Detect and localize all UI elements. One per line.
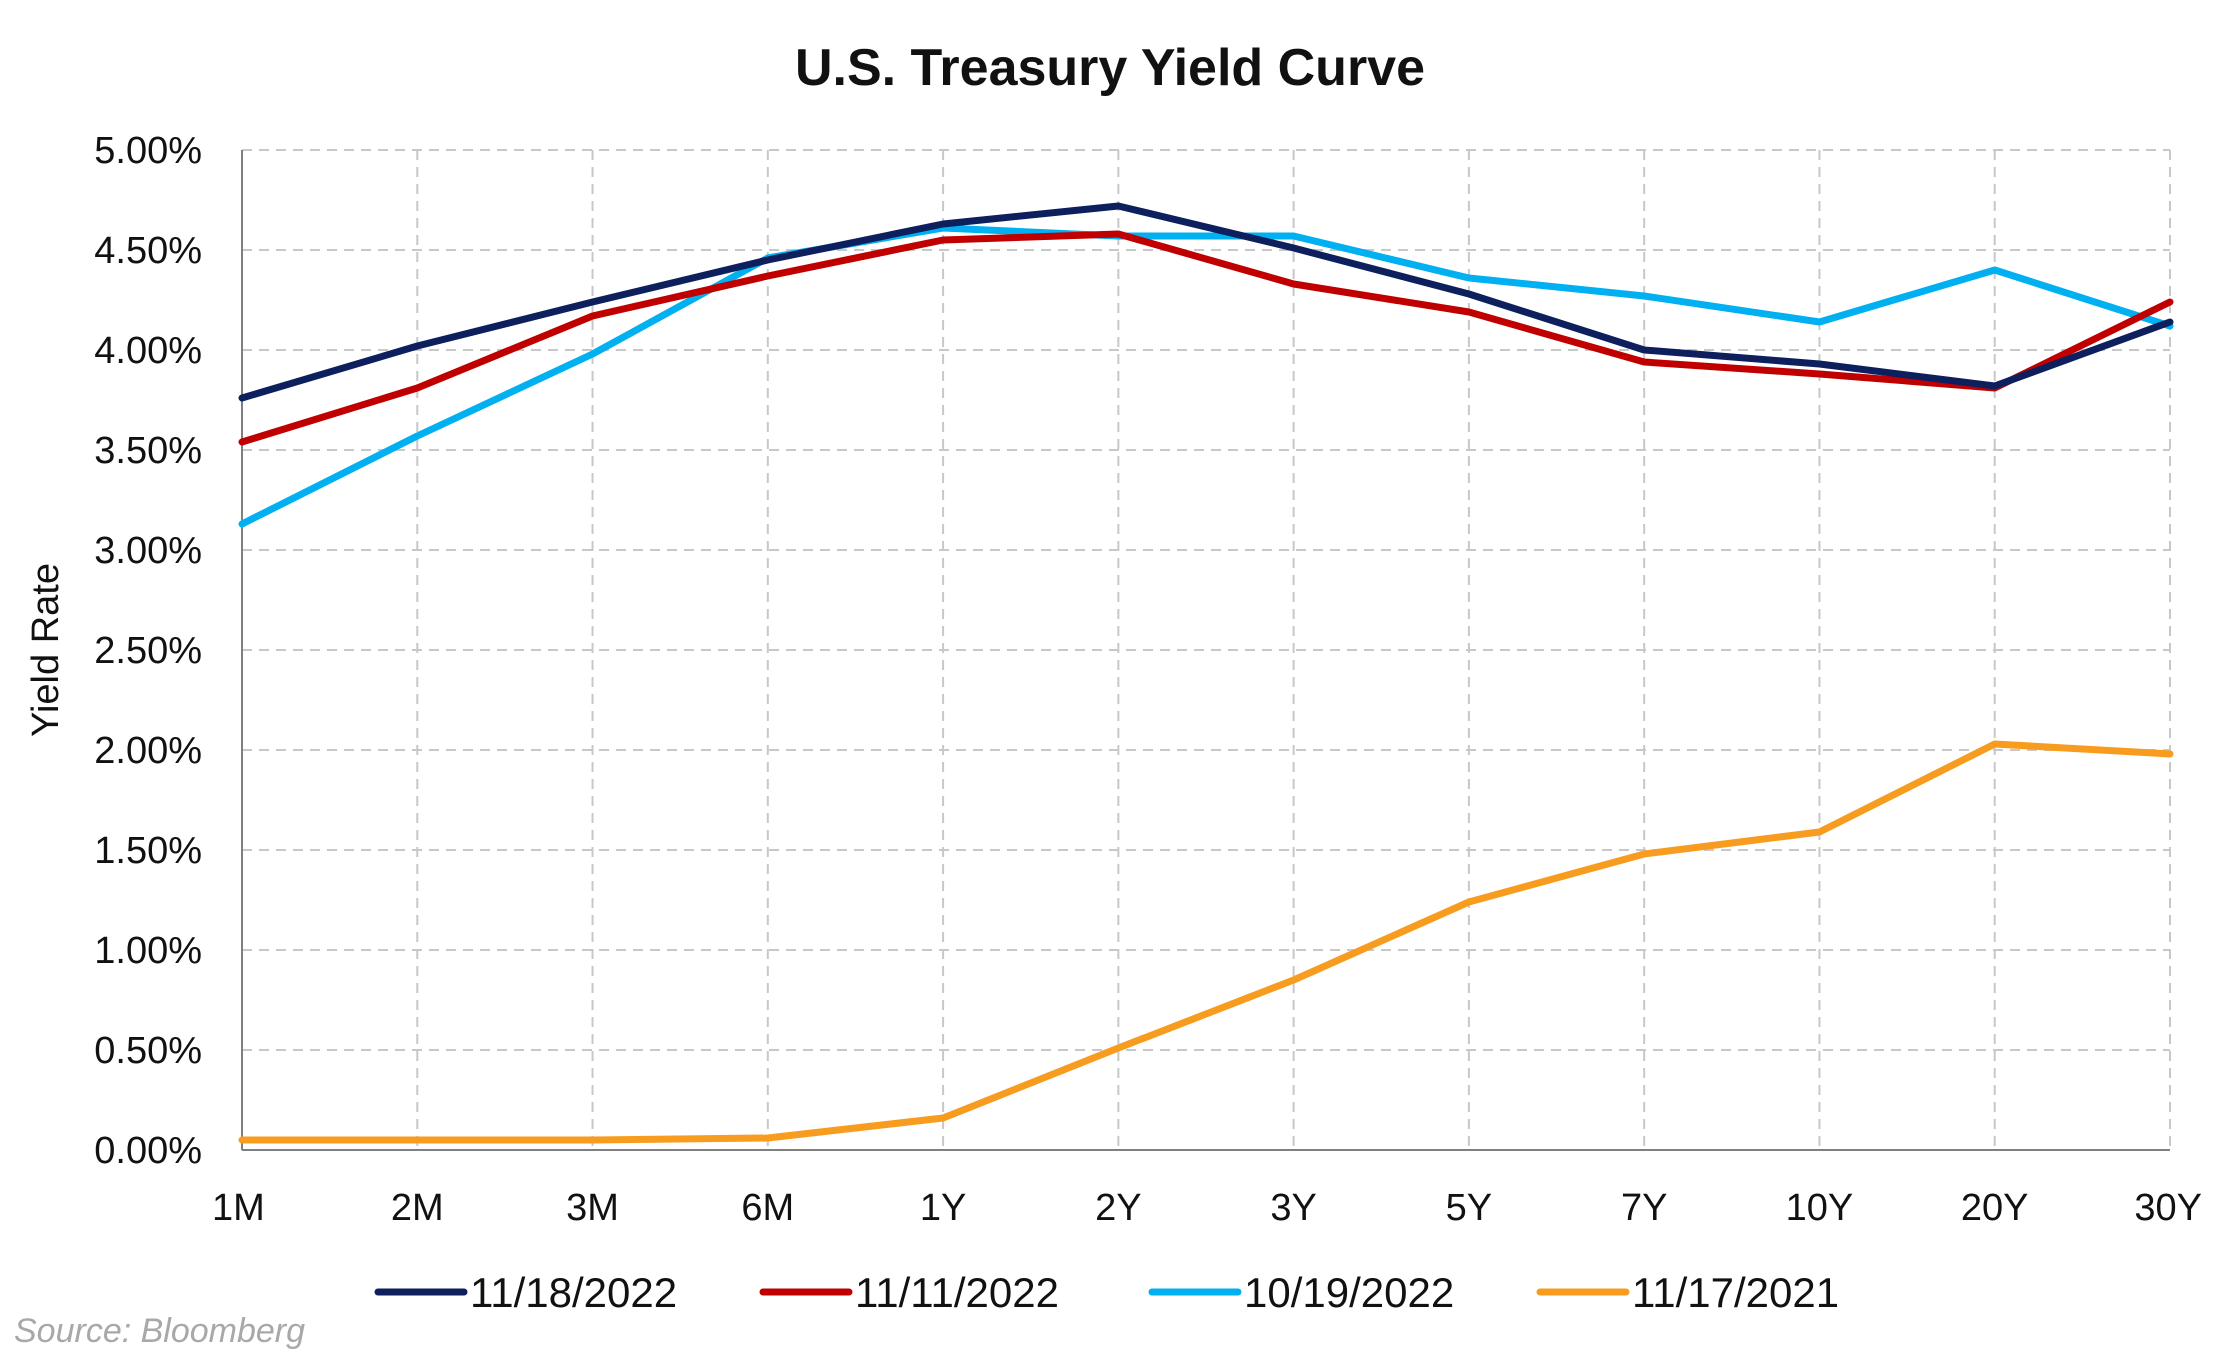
x-tick-label: 3Y [1270,1187,1316,1229]
x-tick-label: 1Y [920,1187,966,1229]
x-tick-label: 6M [741,1187,794,1229]
legend-label: 10/19/2022 [1244,1269,1454,1316]
y-tick-label: 0.50% [94,1030,202,1072]
y-axis-label: Yield Rate [25,563,67,737]
grid [242,149,2171,1150]
series [238,202,2174,1144]
legend-label: 11/18/2022 [470,1269,677,1316]
x-tick-label: 1M [212,1187,265,1229]
y-tick-label: 2.50% [94,630,202,672]
y-tick-label: 3.00% [94,530,202,572]
series-line-2 [238,230,2174,446]
series-line-3 [238,224,2174,528]
y-tick-label: 4.50% [94,230,202,272]
x-tick-label: 7Y [1621,1187,1667,1229]
y-tick-label: 1.00% [94,930,202,972]
x-tick-label: 3M [566,1187,619,1229]
legend-label: 11/17/2021 [1632,1269,1839,1316]
legend-item-1: 11/18/2022 [374,1269,677,1316]
source-note: Source: Bloomberg [14,1312,305,1350]
x-tick-label: 30Y [2134,1187,2202,1229]
chart-title: U.S. Treasury Yield Curve [795,39,1425,97]
legend-label: 11/11/2022 [855,1269,1059,1316]
x-tick-label: 2Y [1095,1187,1141,1229]
series-line-4 [238,740,2174,1144]
y-tick-label: 2.00% [94,730,202,772]
legend-item-4: 11/17/2021 [1536,1269,1839,1316]
y-tick-label: 1.50% [94,830,202,872]
x-tick-label: 10Y [1786,1187,1854,1229]
legend: 11/18/2022 11/11/2022 10/19/2022 11/17/2021 [374,1269,1839,1316]
legend-item-3: 10/19/2022 [1148,1269,1454,1316]
x-tick-label: 2M [391,1187,444,1229]
y-tick-label: 5.00% [94,130,202,172]
y-tick-label: 4.00% [94,330,202,372]
x-axis-ticks: 1M 2M 3M 6M 1Y 2Y 3Y 5Y 7Y 10Y 20Y 30Y [212,1187,2202,1229]
axes [241,150,2170,1151]
y-tick-label: 0.00% [94,1130,202,1172]
y-tick-label: 3.50% [94,430,202,472]
y-axis-ticks: 0.00% 0.50% 1.00% 1.50% 2.00% 2.50% 3.00% 3.50%… [94,130,202,1172]
x-tick-label: 20Y [1961,1187,2029,1229]
legend-item-2: 11/11/2022 [759,1269,1059,1316]
x-tick-label: 5Y [1446,1187,1492,1229]
series-line-1 [238,202,2174,402]
